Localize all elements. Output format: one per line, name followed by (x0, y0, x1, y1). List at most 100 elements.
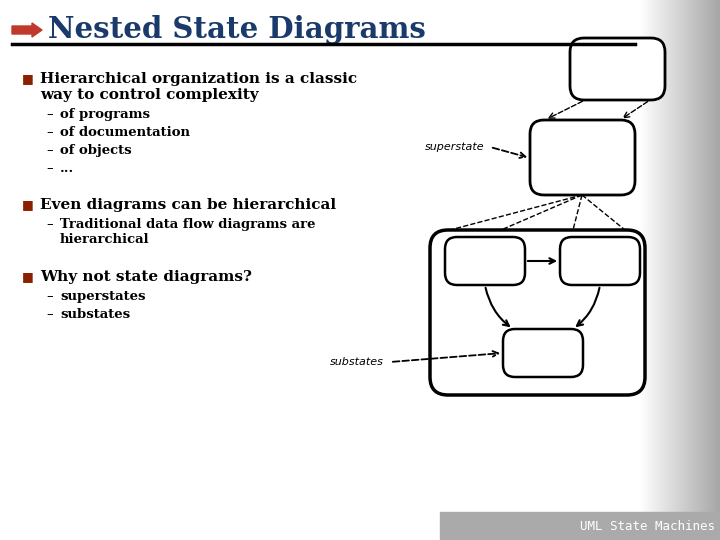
Bar (659, 0, 660, 540)
Bar (640, 0, 641, 540)
Text: –: – (47, 162, 53, 175)
Text: ■: ■ (22, 198, 34, 211)
Bar (692, 0, 693, 540)
Text: ...: ... (60, 162, 74, 175)
Bar (699, 0, 700, 540)
Bar (653, 0, 654, 540)
Bar (681, 0, 682, 540)
Bar (672, 0, 673, 540)
Bar (684, 0, 685, 540)
Bar (660, 0, 661, 540)
Bar (673, 0, 674, 540)
Bar (647, 0, 648, 540)
Bar (718, 0, 719, 540)
Bar (694, 0, 695, 540)
Bar (688, 0, 689, 540)
Bar (703, 0, 704, 540)
Text: of documentation: of documentation (60, 126, 190, 139)
Bar (674, 0, 675, 540)
Bar (716, 0, 717, 540)
Text: ■: ■ (22, 72, 34, 85)
FancyBboxPatch shape (560, 237, 640, 285)
Text: substates: substates (60, 308, 130, 321)
Bar (706, 0, 707, 540)
Bar (676, 0, 677, 540)
Bar (712, 0, 713, 540)
Bar (677, 0, 678, 540)
Text: Traditional data flow diagrams are
hierarchical: Traditional data flow diagrams are hiera… (60, 218, 315, 246)
Bar (717, 0, 718, 540)
Bar (696, 0, 697, 540)
Bar (645, 0, 646, 540)
Bar (652, 0, 653, 540)
Text: ■: ■ (22, 270, 34, 283)
Text: Nested State Diagrams: Nested State Diagrams (48, 15, 426, 44)
Text: –: – (47, 218, 53, 231)
Bar (686, 0, 687, 540)
FancyArrow shape (12, 23, 42, 37)
Bar (691, 0, 692, 540)
Bar (685, 0, 686, 540)
Bar (687, 0, 688, 540)
Text: Hierarchical organization is a classic
way to control complexity: Hierarchical organization is a classic w… (40, 72, 357, 102)
Bar (669, 0, 670, 540)
Bar (701, 0, 702, 540)
Bar (666, 0, 667, 540)
Bar (648, 0, 649, 540)
FancyBboxPatch shape (445, 237, 525, 285)
Bar (678, 0, 679, 540)
Bar (671, 0, 672, 540)
Text: Why not state diagrams?: Why not state diagrams? (40, 270, 252, 284)
Bar (707, 0, 708, 540)
Bar (702, 0, 703, 540)
Bar (655, 0, 656, 540)
Bar (646, 0, 647, 540)
Bar (713, 0, 714, 540)
Bar (714, 0, 715, 540)
Bar (643, 0, 644, 540)
Bar (649, 0, 650, 540)
Bar (656, 0, 657, 540)
Bar (665, 0, 666, 540)
Text: –: – (47, 290, 53, 303)
Bar (663, 0, 664, 540)
Bar (709, 0, 710, 540)
Bar (651, 0, 652, 540)
Bar (679, 0, 680, 540)
Bar (705, 0, 706, 540)
Bar (664, 0, 665, 540)
Bar (440, 512, 720, 540)
Bar (689, 0, 690, 540)
Bar (668, 0, 669, 540)
Text: substates: substates (330, 357, 384, 367)
Text: of objects: of objects (60, 144, 132, 157)
Text: –: – (47, 108, 53, 121)
FancyBboxPatch shape (570, 38, 665, 100)
Text: of programs: of programs (60, 108, 150, 121)
Bar (658, 0, 659, 540)
Text: superstates: superstates (60, 290, 145, 303)
Bar (654, 0, 655, 540)
Text: –: – (47, 126, 53, 139)
FancyBboxPatch shape (503, 329, 583, 377)
Bar (667, 0, 668, 540)
Bar (690, 0, 691, 540)
Bar (710, 0, 711, 540)
Bar (698, 0, 699, 540)
Bar (675, 0, 676, 540)
Bar (715, 0, 716, 540)
Text: UML State Machines: UML State Machines (580, 519, 715, 532)
Bar (661, 0, 662, 540)
Bar (662, 0, 663, 540)
Bar (683, 0, 684, 540)
Bar (657, 0, 658, 540)
Bar (682, 0, 683, 540)
Bar (642, 0, 643, 540)
Text: –: – (47, 144, 53, 157)
Bar (711, 0, 712, 540)
Bar (680, 0, 681, 540)
Text: superstate: superstate (425, 142, 485, 152)
Bar (708, 0, 709, 540)
Bar (719, 0, 720, 540)
Bar (693, 0, 694, 540)
